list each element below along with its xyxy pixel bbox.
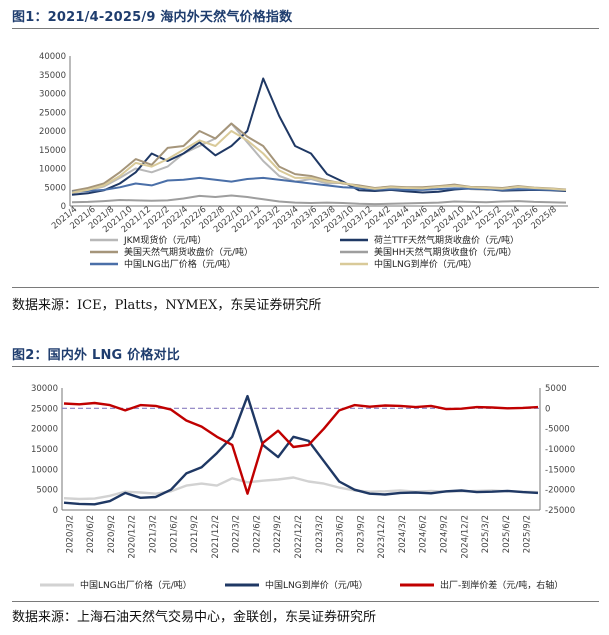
legend-label: 中国LNG出厂价格（元/吨） bbox=[124, 258, 236, 270]
figure2-chart: 0 5000 10000 15000 20000 25000 30000 -25000 -200… bbox=[31, 384, 575, 591]
figure2-title-rule bbox=[12, 366, 599, 367]
series-line-2 bbox=[63, 394, 539, 506]
y-right-tick-label: 0 bbox=[545, 404, 550, 414]
series-line-4 bbox=[71, 194, 567, 206]
y-left-tick-label: 30000 bbox=[31, 384, 58, 394]
y-tick-label: 0 bbox=[61, 202, 66, 212]
x-tick-label: 2021/12/2 bbox=[211, 515, 221, 559]
x-tick-label: 2021/3/2 bbox=[149, 515, 159, 553]
x-tick-label: 2025/3/2 bbox=[481, 515, 491, 553]
y-left-tick-label: 15000 bbox=[31, 445, 58, 455]
x-tick-label: 2022/9/2 bbox=[273, 515, 283, 553]
figure2-bottom-rule bbox=[12, 601, 599, 602]
x-tick-label: 2025/6/2 bbox=[502, 515, 512, 553]
x-tick-label: 2021/6/2 bbox=[169, 515, 179, 553]
figure1-source: 数据来源：ICE，Platts，NYMEX，东吴证券研究所 bbox=[12, 298, 322, 313]
y-left-tick-label: 20000 bbox=[31, 425, 58, 435]
x-tick-label: 2020/9/2 bbox=[107, 515, 117, 553]
y-tick-label: 10000 bbox=[39, 165, 66, 175]
legend-label: 中国LNG到岸价（元/吨） bbox=[265, 579, 368, 591]
x-tick-label: 2020/3/2 bbox=[65, 515, 75, 553]
y-right-tick-label: -15000 bbox=[545, 465, 575, 475]
x-tick-label: 2023/3/2 bbox=[315, 515, 325, 553]
x-tick-label: 2024/6/2 bbox=[419, 515, 429, 553]
x-tick-label: 2022/6/2 bbox=[252, 515, 262, 553]
y-tick-label: 20000 bbox=[39, 127, 66, 137]
figure1-title: 图1：2021/4-2025/9 海内外天然气价格指数 bbox=[12, 10, 293, 25]
figure2-title: 图2：国内外 LNG 价格对比 bbox=[12, 348, 180, 363]
y-tick-label: 5000 bbox=[44, 183, 66, 193]
x-tick-label: 2023/6/2 bbox=[336, 515, 346, 553]
x-tick-label: 2020/6/2 bbox=[86, 515, 96, 553]
legend-label: 美国HH天然气期货收盘价（元/吨） bbox=[374, 246, 517, 258]
y-right-tick-label: -25000 bbox=[545, 506, 575, 516]
y-left-tick-label: 0 bbox=[53, 506, 58, 516]
figure1-bottom-rule bbox=[12, 287, 599, 288]
legend-label: 出厂-到岸价差（元/吨，右轴） bbox=[440, 579, 563, 591]
y-tick-label: 25000 bbox=[39, 108, 66, 118]
y-tick-label: 15000 bbox=[39, 146, 66, 156]
x-tick-label: 2022/3/2 bbox=[232, 515, 242, 553]
y-left-tick-label: 10000 bbox=[31, 465, 58, 475]
x-tick-label: 2024/9/2 bbox=[439, 515, 449, 553]
legend-label: 美国天然气期货收盘价（元/吨） bbox=[124, 246, 253, 258]
x-tick-label: 2022/12/2 bbox=[294, 515, 304, 559]
y-right-tick-label: -5000 bbox=[545, 425, 570, 435]
series-line-6 bbox=[71, 130, 567, 194]
series-line-3 bbox=[63, 401, 539, 495]
x-tick-label: 2024/3/2 bbox=[398, 515, 408, 553]
legend-label: JKM现货价（元/吨） bbox=[123, 234, 206, 246]
y-left-tick-label: 5000 bbox=[36, 486, 58, 496]
y-right-tick-label: -20000 bbox=[545, 486, 575, 496]
y-right-tick-label: 5000 bbox=[545, 384, 567, 394]
x-tick-label: 2024/12/2 bbox=[460, 515, 470, 559]
x-tick-label: 2023/12/2 bbox=[377, 515, 387, 559]
figure1-chart: 0 5000 10000 15000 20000 25000 30000 35000 40000… bbox=[39, 52, 568, 270]
figure2-source: 数据来源：上海石油天然气交易中心，金联创，东吴证券研究所 bbox=[12, 610, 377, 625]
y-tick-label: 40000 bbox=[39, 52, 66, 62]
series-line-5 bbox=[71, 176, 567, 193]
legend-label: 中国LNG出厂价格（元/吨） bbox=[80, 579, 192, 591]
y-left-tick-label: 25000 bbox=[31, 404, 58, 414]
series-line-1 bbox=[71, 122, 567, 194]
y-right-tick-label: -10000 bbox=[545, 445, 575, 455]
figure1-title-rule bbox=[12, 28, 599, 29]
x-tick-label: 2025/9/2 bbox=[523, 515, 533, 553]
legend-label: 荷兰TTF天然气期货收盘价（元/吨） bbox=[374, 234, 519, 246]
y-tick-label: 30000 bbox=[39, 90, 66, 100]
x-tick-label: 2023/9/2 bbox=[356, 515, 366, 553]
legend-label: 中国LNG到岸价（元/吨） bbox=[374, 258, 477, 270]
y-tick-label: 35000 bbox=[39, 71, 66, 81]
x-tick-label: 2021/9/2 bbox=[190, 515, 200, 553]
x-tick-label: 2020/12/2 bbox=[128, 515, 138, 559]
